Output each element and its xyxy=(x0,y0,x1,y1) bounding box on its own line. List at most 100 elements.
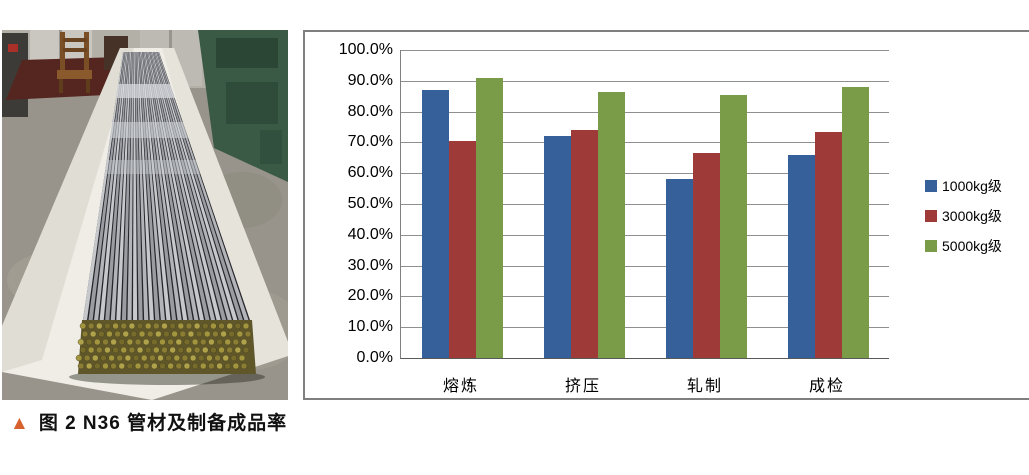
photo-tube-end-cap xyxy=(169,346,176,354)
photo-tube-end-cap xyxy=(222,354,229,362)
legend-label: 1000kg级 xyxy=(942,178,1002,194)
chart-legend: 1000kg级 3000kg级 5000kg级 xyxy=(925,178,1002,254)
photo-tube xyxy=(150,52,217,326)
photo-tube xyxy=(144,52,189,326)
photo-tube-end-cap xyxy=(232,362,240,370)
photo-red-sign xyxy=(8,44,18,52)
bar-3000kg级-成检 xyxy=(814,131,842,358)
photo-tube-end-cap xyxy=(110,362,117,370)
photo-tube xyxy=(133,52,138,326)
photo-tube-end-cap xyxy=(159,338,166,346)
y-tick-label: 50.0% xyxy=(347,195,393,212)
photo-tube-end-cap xyxy=(120,346,127,354)
photo-tubes-stripes xyxy=(82,52,251,326)
photo-tube-end-cap xyxy=(81,330,89,338)
photo-machine-panel xyxy=(216,38,278,68)
photo-tube-end-cap xyxy=(161,322,168,330)
photo-tube-end-cap xyxy=(128,346,136,354)
photo-tube-end-cap xyxy=(167,362,174,370)
photo-tube-end-cap xyxy=(75,354,83,362)
photo-tube-end-cap xyxy=(208,338,215,346)
gridline xyxy=(401,111,889,113)
legend-label: 3000kg级 xyxy=(942,208,1002,224)
photo-tube xyxy=(156,52,245,326)
photo-tube-end-cap xyxy=(234,322,242,330)
legend-swatch-icon xyxy=(925,240,937,252)
photo-tube-end-cap xyxy=(112,322,119,330)
photo-tube xyxy=(148,52,206,326)
photo-tube-end-cap xyxy=(151,362,158,370)
legend-label: 5000kg级 xyxy=(942,238,1002,254)
photo-tube xyxy=(155,52,240,326)
photo-tube-end-cap xyxy=(185,346,193,354)
photo-tube-end-cap xyxy=(238,354,246,362)
photo-tube-end-cap xyxy=(92,354,99,362)
photo-tube-end-cap xyxy=(122,330,129,338)
photo-tube-end-cap xyxy=(177,346,185,354)
photo-tube-end-cap xyxy=(96,322,103,330)
photo-tube-end-cap xyxy=(149,354,156,362)
photo-tube-end-cap xyxy=(161,346,168,354)
photo-tube-end-cap xyxy=(202,322,209,330)
caption-triangle-icon: ▲ xyxy=(10,413,29,434)
photo-tube xyxy=(99,52,128,326)
bar-5000kg级-挤压 xyxy=(597,91,625,358)
photo-chair xyxy=(63,38,87,42)
y-tick-label: 40.0% xyxy=(347,225,393,243)
photo-scene xyxy=(2,30,288,400)
photo-tube-end-cap xyxy=(155,330,162,338)
photo-tube xyxy=(121,52,133,326)
legend-swatch-icon xyxy=(925,210,937,222)
bar-1000kg级-轧制 xyxy=(665,179,693,358)
photo-tube-end-cap xyxy=(94,362,101,370)
y-tick-label: 100.0% xyxy=(338,41,393,58)
photo-tube-end-cap xyxy=(118,338,125,346)
photo-tube-end-cap xyxy=(87,346,95,354)
photo-machine-panel xyxy=(226,82,278,124)
photo-tube-end-cap xyxy=(224,338,231,346)
photo-tube-end-cap xyxy=(210,346,217,354)
bar-1000kg级-成检 xyxy=(787,154,815,358)
photo-tube-end-cap xyxy=(104,322,111,330)
photo-tube-end-cap xyxy=(153,346,160,354)
photo-tube-end-cap xyxy=(138,330,146,338)
photo-tube-end-cap xyxy=(157,354,164,362)
photo-tube-end-cap xyxy=(163,330,170,338)
photo-tube-end-cap xyxy=(206,354,213,362)
photo-tube-end-cap xyxy=(85,338,93,346)
photo-tube-end-cap xyxy=(144,346,152,354)
photo-tube xyxy=(157,52,251,326)
photo-tube-end-cap xyxy=(230,354,238,362)
photo-tube-end-cap xyxy=(128,322,136,330)
photo-tube-ends xyxy=(78,320,256,374)
y-tick-label: 90.0% xyxy=(347,71,393,89)
photo-tube-end-cap xyxy=(126,338,134,346)
photo-tube-end-cap xyxy=(102,338,109,346)
bar-5000kg级-成检 xyxy=(841,86,869,358)
x-category-label: 熔炼 xyxy=(442,378,480,395)
legend-swatch-icon xyxy=(925,180,937,192)
gridline xyxy=(401,234,889,236)
photo-tube-end-cap xyxy=(144,322,152,330)
y-tick-label: 80.0% xyxy=(347,102,393,120)
photo-tube xyxy=(138,52,160,326)
photo-tube xyxy=(154,52,234,326)
photo-tube xyxy=(141,52,172,326)
photo-tube-end-cap xyxy=(124,354,132,362)
photo-tube-end-cap xyxy=(118,362,125,370)
photo-tube-end-cap xyxy=(191,338,199,346)
photo-tube-end-cap xyxy=(173,354,181,362)
photo-tube-end-cap xyxy=(242,346,250,354)
photo-tube xyxy=(145,52,194,326)
photo-tube-end-cap xyxy=(224,362,231,370)
photo-tube-end-cap xyxy=(200,338,207,346)
photo-tube xyxy=(82,52,124,326)
photo-tube-end-cap xyxy=(191,362,199,370)
photo-tube-end-cap xyxy=(195,330,203,338)
photo-tube xyxy=(93,52,127,326)
photo-tube-end-cap xyxy=(100,354,107,362)
y-tick-label: 70.0% xyxy=(347,133,393,151)
photo-tube xyxy=(153,52,228,326)
photo-tube-end-cap xyxy=(228,330,235,338)
bar-3000kg级-熔炼 xyxy=(448,140,476,358)
